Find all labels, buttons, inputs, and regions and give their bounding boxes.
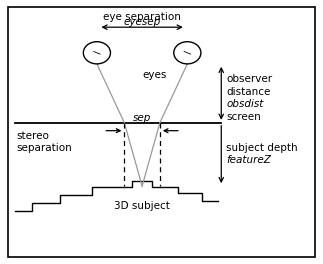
- Text: eye separation: eye separation: [103, 12, 181, 22]
- Text: featureZ: featureZ: [226, 155, 271, 165]
- Text: sep: sep: [133, 113, 151, 123]
- Circle shape: [83, 42, 110, 64]
- Text: screen: screen: [226, 112, 261, 122]
- Text: stereo
separation: stereo separation: [16, 131, 72, 153]
- Text: obsdist: obsdist: [226, 99, 264, 109]
- Text: observer
distance: observer distance: [226, 74, 272, 97]
- Text: 3D subject: 3D subject: [114, 201, 170, 211]
- Text: eyesep: eyesep: [123, 17, 161, 27]
- Circle shape: [174, 42, 201, 64]
- Text: subject depth: subject depth: [226, 143, 298, 153]
- Text: eyes: eyes: [143, 70, 167, 81]
